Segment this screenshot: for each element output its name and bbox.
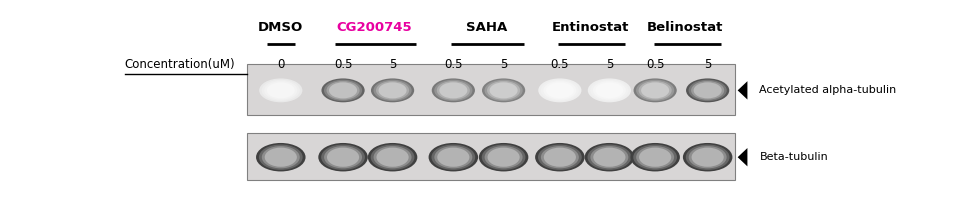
Text: 0: 0 bbox=[277, 58, 285, 71]
Ellipse shape bbox=[377, 148, 408, 167]
Ellipse shape bbox=[485, 146, 523, 168]
Ellipse shape bbox=[543, 81, 576, 100]
Ellipse shape bbox=[258, 145, 303, 170]
Ellipse shape bbox=[259, 78, 302, 102]
Ellipse shape bbox=[438, 148, 469, 167]
Ellipse shape bbox=[538, 145, 582, 170]
Bar bbox=[247, 133, 735, 180]
Text: 0.5: 0.5 bbox=[444, 58, 463, 71]
Ellipse shape bbox=[588, 145, 631, 170]
Ellipse shape bbox=[429, 143, 478, 171]
Text: 5: 5 bbox=[704, 58, 711, 71]
Ellipse shape bbox=[479, 143, 529, 171]
Ellipse shape bbox=[321, 78, 365, 102]
Ellipse shape bbox=[482, 78, 526, 102]
Ellipse shape bbox=[592, 81, 626, 100]
Ellipse shape bbox=[326, 81, 360, 100]
Ellipse shape bbox=[694, 82, 722, 98]
Ellipse shape bbox=[371, 145, 414, 170]
Ellipse shape bbox=[432, 145, 475, 170]
Ellipse shape bbox=[485, 80, 523, 101]
Ellipse shape bbox=[439, 82, 468, 98]
Ellipse shape bbox=[482, 145, 526, 170]
Ellipse shape bbox=[546, 82, 574, 98]
Ellipse shape bbox=[686, 78, 729, 102]
Ellipse shape bbox=[630, 143, 680, 171]
Ellipse shape bbox=[639, 81, 672, 100]
Ellipse shape bbox=[435, 80, 472, 101]
Ellipse shape bbox=[682, 143, 733, 171]
Ellipse shape bbox=[324, 80, 362, 101]
Ellipse shape bbox=[544, 148, 576, 167]
Text: Belinostat: Belinostat bbox=[647, 21, 723, 34]
Ellipse shape bbox=[688, 80, 727, 101]
Ellipse shape bbox=[368, 143, 417, 171]
Ellipse shape bbox=[595, 82, 623, 98]
Text: Entinostat: Entinostat bbox=[552, 21, 629, 34]
Ellipse shape bbox=[538, 78, 582, 102]
Polygon shape bbox=[738, 148, 747, 166]
Ellipse shape bbox=[264, 81, 297, 100]
Ellipse shape bbox=[437, 81, 469, 100]
Ellipse shape bbox=[590, 80, 628, 101]
Ellipse shape bbox=[321, 145, 365, 170]
Ellipse shape bbox=[261, 80, 300, 101]
Ellipse shape bbox=[261, 146, 300, 168]
Ellipse shape bbox=[327, 148, 359, 167]
Text: 5: 5 bbox=[389, 58, 396, 71]
Ellipse shape bbox=[593, 148, 625, 167]
Ellipse shape bbox=[378, 82, 407, 98]
Ellipse shape bbox=[329, 82, 357, 98]
Text: 5: 5 bbox=[606, 58, 613, 71]
Ellipse shape bbox=[267, 82, 295, 98]
Ellipse shape bbox=[541, 146, 579, 168]
Ellipse shape bbox=[432, 78, 475, 102]
Ellipse shape bbox=[585, 143, 634, 171]
Ellipse shape bbox=[318, 143, 368, 171]
Ellipse shape bbox=[633, 78, 677, 102]
Ellipse shape bbox=[636, 80, 675, 101]
Text: SAHA: SAHA bbox=[467, 21, 508, 34]
Text: 0.5: 0.5 bbox=[646, 58, 664, 71]
Text: 0.5: 0.5 bbox=[551, 58, 569, 71]
Ellipse shape bbox=[324, 146, 362, 168]
Text: DMSO: DMSO bbox=[257, 21, 303, 34]
Ellipse shape bbox=[256, 143, 306, 171]
Ellipse shape bbox=[535, 143, 585, 171]
Ellipse shape bbox=[376, 81, 409, 100]
Text: Beta-tubulin: Beta-tubulin bbox=[760, 152, 829, 162]
Ellipse shape bbox=[435, 146, 472, 168]
Text: Acetylated alpha-tubulin: Acetylated alpha-tubulin bbox=[760, 85, 896, 95]
Ellipse shape bbox=[374, 80, 411, 101]
Ellipse shape bbox=[371, 78, 414, 102]
Ellipse shape bbox=[641, 82, 669, 98]
Ellipse shape bbox=[488, 148, 520, 167]
Text: Concentration(uM): Concentration(uM) bbox=[125, 58, 235, 71]
Ellipse shape bbox=[541, 80, 579, 101]
Text: 5: 5 bbox=[499, 58, 507, 71]
Text: CG200745: CG200745 bbox=[337, 21, 412, 34]
Ellipse shape bbox=[374, 146, 411, 168]
Ellipse shape bbox=[688, 146, 727, 168]
Bar bbox=[247, 64, 735, 115]
Ellipse shape bbox=[639, 148, 671, 167]
Ellipse shape bbox=[691, 148, 724, 167]
Ellipse shape bbox=[490, 82, 518, 98]
Polygon shape bbox=[738, 81, 747, 100]
Ellipse shape bbox=[588, 78, 631, 102]
Ellipse shape bbox=[264, 148, 297, 167]
Ellipse shape bbox=[633, 145, 677, 170]
Ellipse shape bbox=[636, 146, 674, 168]
Ellipse shape bbox=[685, 145, 730, 170]
Text: 0.5: 0.5 bbox=[334, 58, 352, 71]
Ellipse shape bbox=[691, 81, 724, 100]
Ellipse shape bbox=[590, 146, 628, 168]
Ellipse shape bbox=[487, 81, 520, 100]
